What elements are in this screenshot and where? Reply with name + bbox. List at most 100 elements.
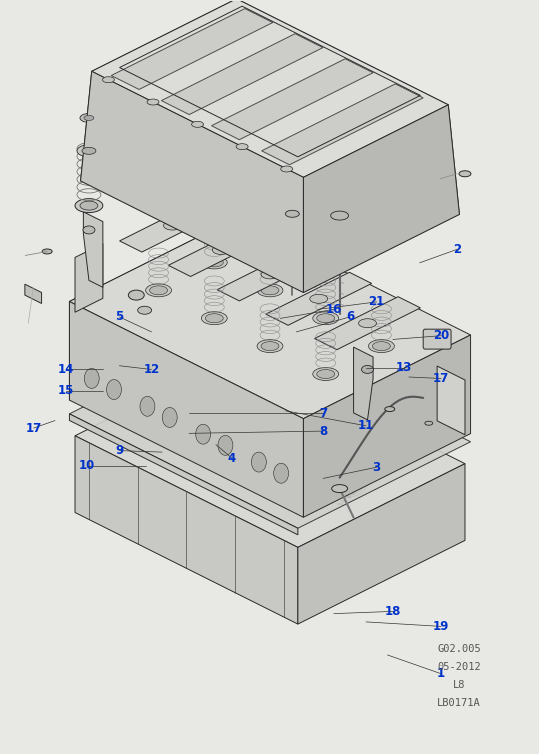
Polygon shape: [80, 0, 237, 181]
Ellipse shape: [281, 166, 293, 172]
Ellipse shape: [331, 485, 348, 492]
Ellipse shape: [261, 270, 279, 279]
Ellipse shape: [358, 319, 376, 328]
Ellipse shape: [267, 195, 285, 205]
Ellipse shape: [200, 162, 218, 172]
Ellipse shape: [236, 144, 248, 149]
Polygon shape: [266, 272, 372, 325]
Ellipse shape: [268, 449, 316, 473]
Ellipse shape: [84, 369, 99, 388]
Text: 2: 2: [453, 243, 461, 256]
Ellipse shape: [220, 425, 275, 452]
Text: 16: 16: [326, 303, 342, 316]
Ellipse shape: [128, 290, 144, 300]
Polygon shape: [70, 302, 303, 517]
Polygon shape: [211, 59, 373, 139]
Ellipse shape: [265, 447, 320, 475]
Ellipse shape: [261, 286, 279, 295]
Polygon shape: [437, 366, 465, 435]
Polygon shape: [80, 72, 303, 293]
Ellipse shape: [317, 314, 335, 323]
Text: 19: 19: [433, 620, 450, 633]
Text: 13: 13: [396, 361, 412, 375]
Polygon shape: [303, 335, 471, 517]
Ellipse shape: [140, 397, 155, 416]
Ellipse shape: [163, 221, 182, 230]
Ellipse shape: [42, 249, 52, 254]
Ellipse shape: [217, 170, 234, 180]
Ellipse shape: [218, 435, 233, 455]
Ellipse shape: [316, 473, 363, 497]
Ellipse shape: [205, 258, 223, 267]
Ellipse shape: [273, 440, 295, 451]
Text: 05-2012: 05-2012: [437, 662, 481, 672]
Text: 5: 5: [115, 311, 123, 323]
Ellipse shape: [196, 425, 211, 444]
Text: 14: 14: [58, 363, 74, 376]
Text: 17: 17: [433, 372, 449, 385]
Text: 9: 9: [115, 444, 123, 457]
Polygon shape: [84, 212, 103, 287]
Polygon shape: [303, 105, 459, 293]
Ellipse shape: [102, 77, 114, 83]
Ellipse shape: [313, 311, 338, 325]
Text: 3: 3: [372, 461, 381, 474]
Text: 15: 15: [58, 384, 74, 397]
Ellipse shape: [251, 452, 266, 472]
Text: 4: 4: [228, 452, 236, 464]
Ellipse shape: [75, 198, 103, 213]
Text: LB0171A: LB0171A: [437, 697, 481, 708]
Ellipse shape: [362, 366, 374, 373]
Ellipse shape: [162, 407, 177, 428]
Polygon shape: [70, 327, 471, 529]
Text: L8: L8: [453, 680, 465, 690]
Ellipse shape: [319, 491, 333, 498]
Polygon shape: [111, 8, 273, 90]
FancyBboxPatch shape: [423, 329, 451, 349]
Polygon shape: [161, 34, 323, 115]
Ellipse shape: [202, 311, 227, 325]
Text: 12: 12: [143, 363, 160, 376]
Text: 18: 18: [385, 605, 401, 618]
Ellipse shape: [137, 306, 151, 314]
Ellipse shape: [82, 147, 96, 155]
Ellipse shape: [107, 379, 121, 400]
Polygon shape: [25, 284, 42, 303]
Ellipse shape: [83, 226, 95, 234]
Ellipse shape: [310, 294, 328, 303]
Polygon shape: [217, 248, 323, 301]
Ellipse shape: [146, 284, 171, 297]
Polygon shape: [80, 103, 459, 293]
Polygon shape: [261, 84, 423, 165]
Ellipse shape: [385, 406, 395, 412]
Ellipse shape: [80, 201, 98, 210]
Ellipse shape: [205, 314, 223, 323]
Polygon shape: [75, 352, 465, 547]
Ellipse shape: [222, 403, 274, 430]
Ellipse shape: [254, 473, 270, 480]
Polygon shape: [237, 0, 459, 214]
Text: G02.005: G02.005: [437, 644, 481, 654]
Ellipse shape: [257, 339, 283, 353]
Text: 11: 11: [358, 419, 374, 432]
Ellipse shape: [224, 427, 272, 451]
Ellipse shape: [331, 211, 349, 220]
Ellipse shape: [212, 246, 230, 254]
Polygon shape: [354, 347, 373, 420]
Polygon shape: [75, 244, 103, 312]
Ellipse shape: [317, 221, 335, 231]
Text: 7: 7: [319, 406, 327, 419]
Ellipse shape: [250, 187, 268, 197]
Text: 8: 8: [319, 425, 327, 437]
Ellipse shape: [274, 463, 288, 483]
Ellipse shape: [216, 423, 240, 435]
Text: 20: 20: [433, 329, 449, 342]
Ellipse shape: [372, 342, 390, 351]
Ellipse shape: [150, 286, 168, 295]
Ellipse shape: [167, 146, 184, 155]
Ellipse shape: [175, 380, 226, 406]
Text: 10: 10: [79, 459, 95, 472]
Ellipse shape: [312, 470, 367, 498]
Polygon shape: [168, 223, 274, 277]
Polygon shape: [120, 199, 225, 252]
